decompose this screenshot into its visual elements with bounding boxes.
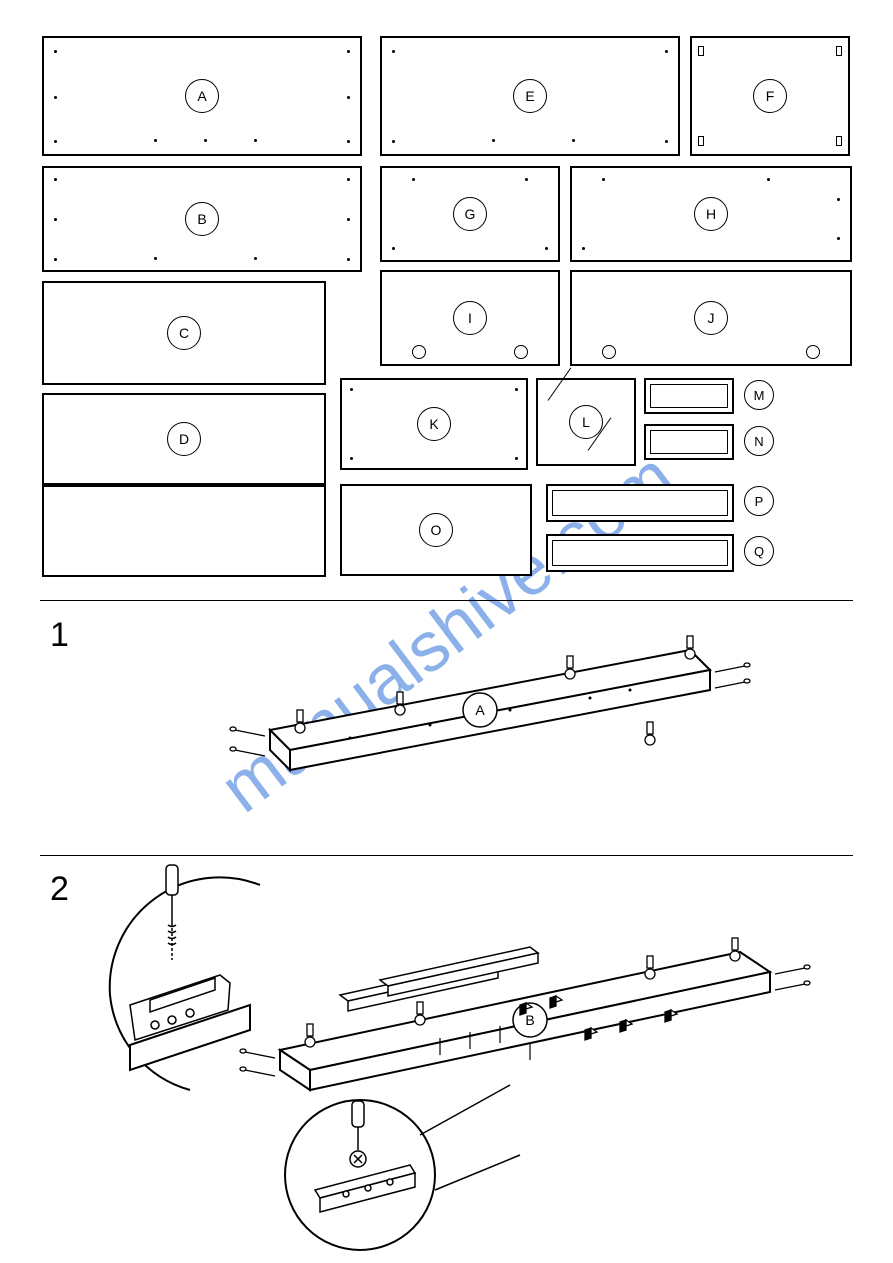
part-panel-d-top: D bbox=[42, 393, 326, 485]
assembly-diagram-page: manualshive.com A B C D E F G bbox=[0, 0, 893, 1263]
part-panel-p bbox=[546, 484, 734, 522]
part-label-q: Q bbox=[744, 536, 774, 566]
step2-detail-bracket bbox=[260, 1095, 460, 1255]
part-label-e: E bbox=[513, 79, 547, 113]
part-label-k: K bbox=[417, 407, 451, 441]
part-label-j: J bbox=[694, 301, 728, 335]
part-label-g: G bbox=[453, 197, 487, 231]
part-label-a: A bbox=[185, 79, 219, 113]
svg-text:B: B bbox=[525, 1012, 534, 1028]
part-panel-f: F bbox=[690, 36, 850, 156]
svg-text:A: A bbox=[475, 702, 485, 718]
part-panel-o: O bbox=[340, 484, 532, 576]
part-label-p: P bbox=[744, 486, 774, 516]
part-panel-j: J bbox=[570, 270, 852, 366]
part-label-f: F bbox=[753, 79, 787, 113]
part-label-b: B bbox=[185, 202, 219, 236]
part-panel-m bbox=[644, 378, 734, 414]
part-label-h: H bbox=[694, 197, 728, 231]
part-label-i: I bbox=[453, 301, 487, 335]
part-panel-q bbox=[546, 534, 734, 572]
step1-isometric-panel: A bbox=[150, 610, 770, 850]
part-panel-b: B bbox=[42, 166, 362, 272]
section-divider-2 bbox=[40, 855, 853, 856]
part-panel-c: C bbox=[42, 281, 326, 385]
part-panel-a: A bbox=[42, 36, 362, 156]
part-panel-e: E bbox=[380, 36, 680, 156]
part-label-n: N bbox=[744, 426, 774, 456]
step-number-2: 2 bbox=[50, 870, 69, 909]
part-panel-k: K bbox=[340, 378, 528, 470]
part-label-c: C bbox=[167, 316, 201, 350]
part-panel-n bbox=[644, 424, 734, 460]
step-number-1: 1 bbox=[50, 616, 69, 655]
part-label-o: O bbox=[419, 513, 453, 547]
part-panel-h: H bbox=[570, 166, 852, 262]
part-label-m: M bbox=[744, 380, 774, 410]
part-panel-g: G bbox=[380, 166, 560, 262]
part-panel-l-mirror: L bbox=[536, 378, 636, 466]
section-divider-1 bbox=[40, 600, 853, 601]
part-label-d: D bbox=[167, 422, 201, 456]
part-panel-d-bottom bbox=[42, 485, 326, 577]
part-panel-i: I bbox=[380, 270, 560, 366]
